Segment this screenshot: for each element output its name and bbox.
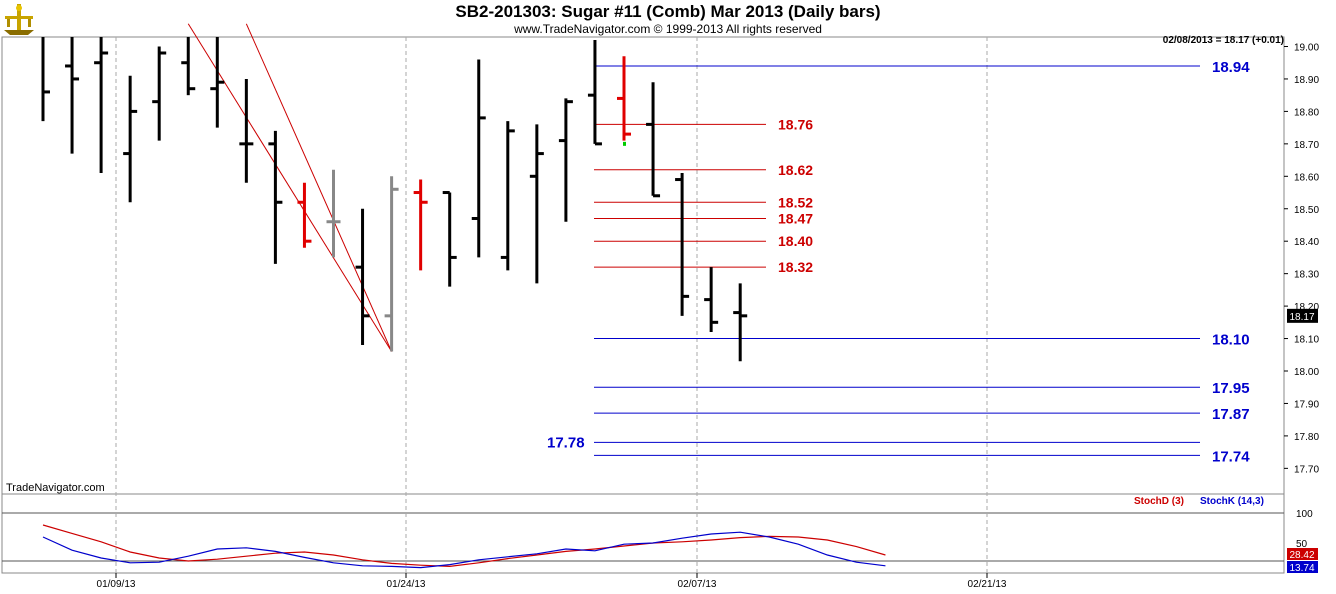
level-label-red: 18.40 [778, 233, 813, 249]
legend-stochk: StochK (14,3) [1200, 496, 1264, 507]
last-bar-info: 02/08/2013 = 18.17 (+0.01) [1162, 35, 1284, 46]
stoch-y-tick-label: 50 [1296, 539, 1308, 550]
last-price-box [1287, 308, 1318, 323]
y-tick-label: 18.10 [1294, 335, 1319, 346]
level-label-blue: 18.10 [1212, 332, 1250, 349]
y-tick-label: 18.40 [1294, 237, 1319, 248]
y-tick-label: 17.80 [1294, 432, 1319, 443]
level-label-red: 18.76 [778, 116, 813, 132]
y-tick-label: 18.50 [1294, 205, 1319, 216]
stoch-y-tick-label: 100 [1296, 509, 1313, 520]
y-tick-label: 17.90 [1294, 399, 1319, 410]
stochd-value-label: 28.42 [1289, 550, 1314, 561]
copyright-text: www.TradeNavigator.com © 1999-2013 All r… [514, 22, 822, 36]
stochk-value-label: 13.74 [1289, 563, 1314, 574]
stochk-value-box [1287, 561, 1318, 573]
stochd-value-box [1287, 548, 1318, 560]
x-tick-label: 01/24/13 [387, 579, 426, 590]
level-label-blue: 17.74 [1212, 448, 1250, 465]
level-label-red: 18.47 [778, 210, 813, 226]
y-tick-label: 18.80 [1294, 107, 1319, 118]
level-label-red: 18.32 [778, 259, 813, 275]
y-tick-label: 17.70 [1294, 464, 1319, 475]
level-label-red: 18.52 [778, 194, 813, 210]
x-tick-label: 02/07/13 [678, 579, 717, 590]
level-label-blue: 17.87 [1212, 406, 1250, 423]
x-tick-label: 01/09/13 [97, 579, 136, 590]
y-tick-label: 18.70 [1294, 140, 1319, 151]
y-tick-label: 18.20 [1294, 302, 1319, 313]
trendline [245, 23, 393, 352]
y-tick-label: 18.90 [1294, 75, 1319, 86]
signal-marker [623, 141, 626, 146]
chart-title: SB2-201303: Sugar #11 (Comb) Mar 2013 (D… [455, 2, 881, 21]
level-label-blue: 17.95 [1212, 380, 1250, 397]
watermark-label: TradeNavigator.com [6, 482, 105, 494]
stoch-panel-frame [1, 493, 1285, 574]
stoch-line [42, 531, 886, 569]
y-tick-label: 18.30 [1294, 270, 1319, 281]
y-tick-label: 18.00 [1294, 367, 1319, 378]
tradenavigator-logo-icon [2, 2, 36, 36]
legend-stochd: StochD (3) [1134, 496, 1184, 507]
y-tick-label: 19.00 [1294, 43, 1319, 54]
stoch-line [42, 524, 886, 568]
x-tick-label: 02/21/13 [968, 579, 1007, 590]
price-panel-frame [1, 36, 1285, 495]
level-label-red: 18.62 [778, 162, 813, 178]
last-price-label: 18.17 [1289, 312, 1314, 323]
level-label-blue: 17.78 [547, 434, 585, 451]
trendline [187, 23, 393, 352]
level-label-blue: 18.94 [1212, 59, 1250, 76]
y-tick-label: 18.60 [1294, 172, 1319, 183]
